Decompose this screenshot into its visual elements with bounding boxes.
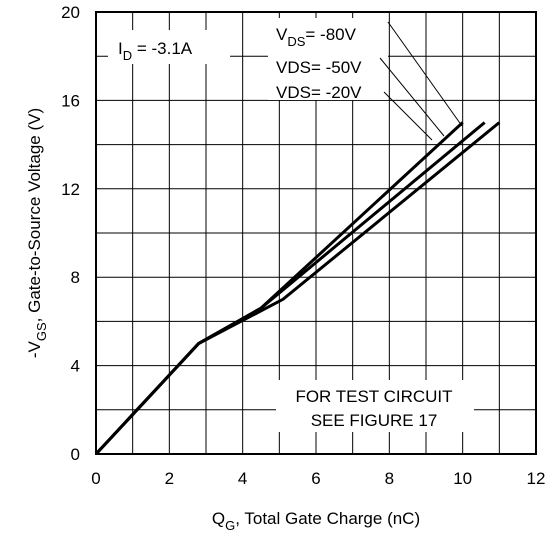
x-tick-label: 10: [453, 469, 472, 488]
y-tick-label: 16: [61, 91, 80, 110]
vds-50-annotation: VDS= -50V: [276, 58, 362, 77]
x-label-main: Q: [212, 509, 225, 528]
y-label-pre: -V: [25, 340, 44, 358]
y-label-rest: , Gate-to-Source Voltage (V): [25, 108, 44, 323]
test-circuit-line1: FOR TEST CIRCUIT: [295, 387, 452, 406]
vds80-main: V: [276, 25, 288, 44]
x-tick-label: 4: [238, 469, 247, 488]
id-main: I: [118, 39, 123, 58]
y-tick-label: 20: [61, 3, 80, 22]
x-tick-label: 8: [385, 469, 394, 488]
x-axis-label: QG, Total Gate Charge (nC): [212, 509, 420, 533]
tick-labels: 0 2 4 6 8 10 12 0 4 8 12 16 20: [61, 3, 545, 488]
y-label-sub: GS: [34, 322, 49, 341]
leader-line-80v: [387, 21, 463, 127]
leader-line-20v: [383, 91, 433, 141]
curves: [94, 121, 501, 456]
test-note-bg: [276, 380, 474, 432]
plot-frame: [95, 11, 537, 455]
y-tick-label: 12: [61, 180, 80, 199]
x-tick-label: 0: [91, 469, 100, 488]
y-tick-label: 0: [71, 445, 80, 464]
series-line-2: [94, 121, 464, 456]
vds80-rest: = -80V: [305, 25, 356, 44]
id-rest: = -3.1A: [132, 39, 193, 58]
y-tick-label: 4: [71, 357, 80, 376]
test-circuit-line2: SEE FIGURE 17: [311, 411, 438, 430]
x-label-sub: G: [225, 518, 235, 533]
leader-line-50v: [379, 57, 445, 137]
vds-labels-bg: [268, 18, 388, 100]
x-tick-label: 2: [165, 469, 174, 488]
x-label-rest: , Total Gate Charge (nC): [235, 509, 420, 528]
vds80-sub: DS: [287, 34, 305, 49]
x-tick-label: 12: [527, 469, 546, 488]
id-label-bg: [108, 30, 230, 64]
id-annotation: ID = -3.1A: [118, 39, 193, 63]
id-sub: D: [123, 48, 132, 63]
vds-80-annotation: VDS= -80V: [276, 25, 357, 49]
y-axis-label: -VGS, Gate-to-Source Voltage (V): [25, 108, 49, 358]
y-tick-label: 8: [71, 268, 80, 287]
vds-20-annotation: VDS= -20V: [276, 83, 362, 102]
x-tick-label: 6: [311, 469, 320, 488]
